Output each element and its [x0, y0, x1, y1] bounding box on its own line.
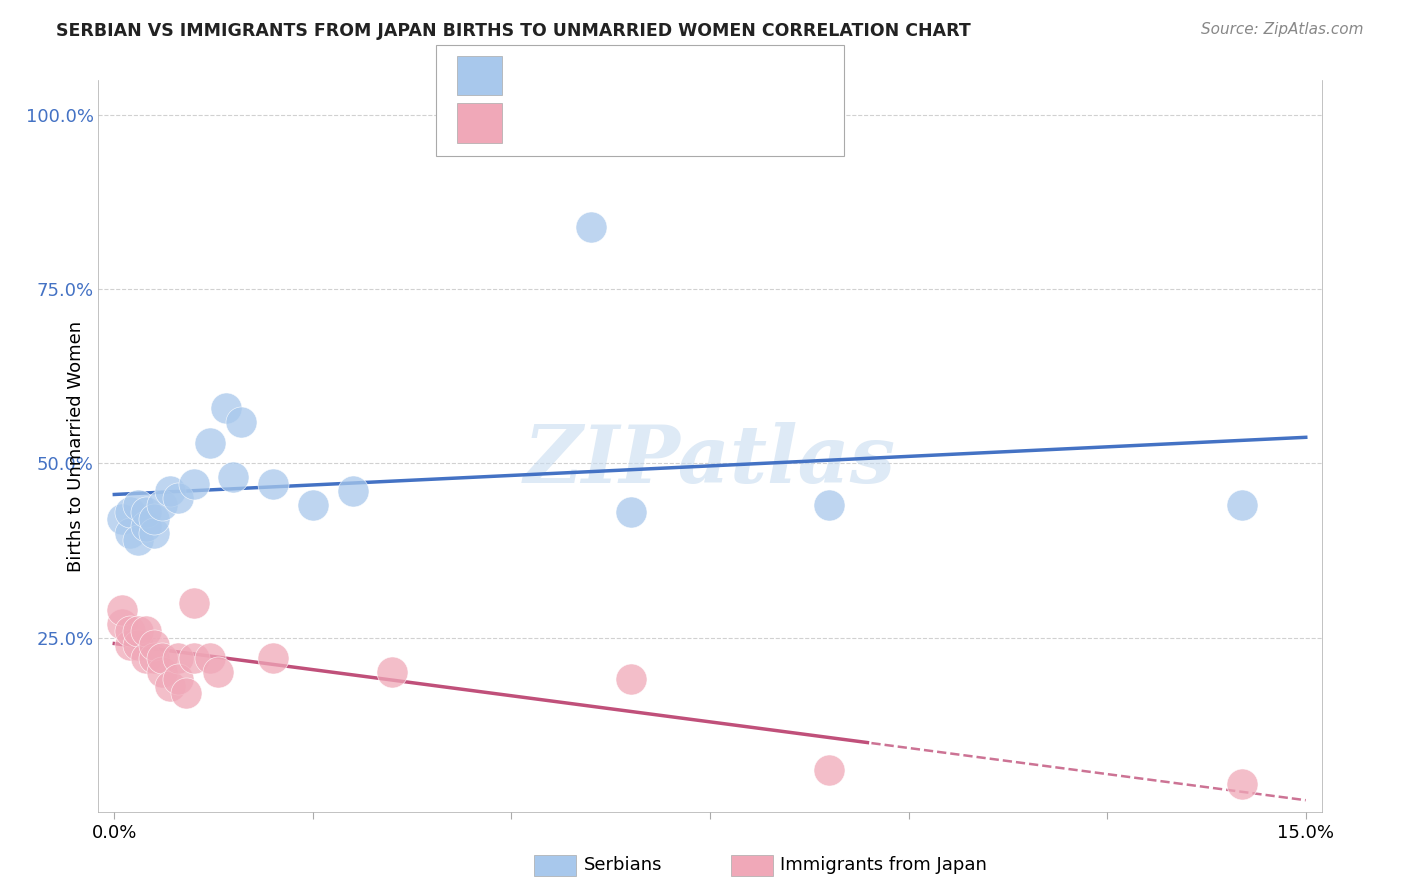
- Text: Source: ZipAtlas.com: Source: ZipAtlas.com: [1201, 22, 1364, 37]
- Point: [120, 638, 142, 652]
- Text: ZIPatlas: ZIPatlas: [524, 422, 896, 500]
- Point: [183, 477, 205, 491]
- Point: [159, 679, 181, 693]
- Point: [150, 651, 173, 665]
- Y-axis label: Births to Unmarried Women: Births to Unmarried Women: [66, 320, 84, 572]
- Point: [127, 624, 149, 638]
- Point: [302, 498, 325, 512]
- Point: [183, 651, 205, 665]
- Point: [143, 512, 166, 526]
- Point: [127, 533, 149, 547]
- Text: R =   0.371   N = 24: R = 0.371 N = 24: [519, 67, 716, 85]
- Point: [135, 624, 157, 638]
- Text: Serbians: Serbians: [583, 856, 662, 874]
- Point: [111, 616, 134, 631]
- Point: [818, 498, 841, 512]
- Point: [198, 435, 221, 450]
- Point: [143, 651, 166, 665]
- Point: [620, 673, 643, 687]
- Text: SERBIAN VS IMMIGRANTS FROM JAPAN BIRTHS TO UNMARRIED WOMEN CORRELATION CHART: SERBIAN VS IMMIGRANTS FROM JAPAN BIRTHS …: [56, 22, 972, 40]
- Point: [111, 603, 134, 617]
- Point: [166, 673, 188, 687]
- Point: [150, 498, 173, 512]
- Point: [183, 596, 205, 610]
- Point: [135, 505, 157, 519]
- Point: [222, 470, 245, 484]
- Point: [174, 686, 197, 700]
- Point: [231, 415, 253, 429]
- Point: [135, 519, 157, 533]
- Point: [127, 498, 149, 512]
- Point: [143, 638, 166, 652]
- Point: [150, 665, 173, 680]
- Point: [166, 491, 188, 506]
- Point: [381, 665, 404, 680]
- Text: Immigrants from Japan: Immigrants from Japan: [780, 856, 987, 874]
- Point: [120, 505, 142, 519]
- Point: [207, 665, 229, 680]
- Point: [166, 651, 188, 665]
- Point: [262, 651, 284, 665]
- Text: R = -0.329   N = 25: R = -0.329 N = 25: [519, 114, 710, 132]
- Point: [120, 526, 142, 541]
- Point: [818, 763, 841, 777]
- Point: [159, 484, 181, 499]
- Point: [342, 484, 364, 499]
- Point: [127, 638, 149, 652]
- Point: [262, 477, 284, 491]
- Point: [1232, 498, 1254, 512]
- Point: [1232, 777, 1254, 791]
- Point: [111, 512, 134, 526]
- Point: [214, 401, 236, 415]
- Point: [579, 219, 602, 234]
- Point: [120, 624, 142, 638]
- Point: [143, 526, 166, 541]
- Point: [135, 651, 157, 665]
- Point: [620, 505, 643, 519]
- Point: [198, 651, 221, 665]
